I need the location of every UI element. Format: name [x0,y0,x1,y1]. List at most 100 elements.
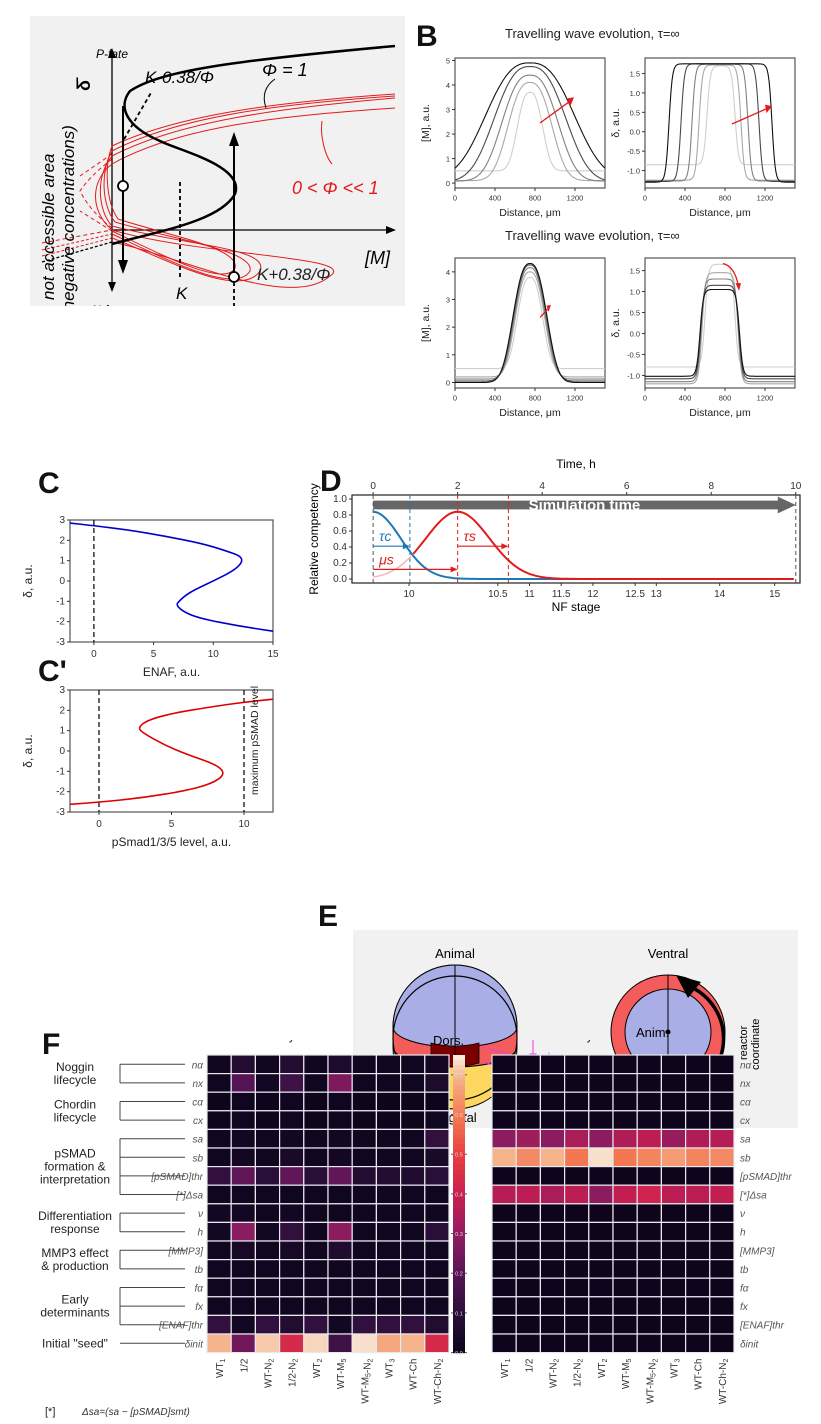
group-label: Noggin [56,1060,94,1074]
interval-label: τc [379,528,391,544]
heatmap-cell [375,1240,402,1261]
panel-b-title-top: Travelling wave evolution, τ=∞ [505,26,680,41]
y-tick-label: 0.0 [333,574,347,585]
heatmap-cell [206,1314,232,1335]
heatmap-cell [515,1165,542,1186]
heatmap-cell [327,1147,353,1168]
phi-small-label: 0 < Φ << 1 [292,178,379,198]
simulation-time-banner [373,496,796,514]
heatmap-cell [424,1203,450,1224]
group-label: determinants [40,1306,109,1320]
heatmap-cell [588,1054,614,1075]
heatmap-cell [491,1203,517,1224]
heatmap-cell [351,1165,378,1186]
row-label-right: fα [740,1284,749,1295]
row-label-right: nα [740,1060,752,1071]
panel-c-prime-letter: C' [38,655,67,688]
y-tick-label: -1 [56,766,65,777]
row-label-right: δinit [740,1339,760,1350]
heatmap-cell [230,1203,256,1224]
nf-tick-label: 14 [714,589,726,600]
column-label: 1/2 [239,1358,250,1372]
heatmap-cell [230,1296,256,1316]
colorbar-tick-label: 0.1 [455,1311,463,1317]
column-label: 1/2-N2 [573,1359,585,1387]
heatmap-cell [491,1184,517,1205]
heatmap-cell [539,1296,566,1316]
heatmap-cell [515,1277,542,1298]
heatmap-cell [539,1203,566,1224]
wave-line-t2 [455,81,605,182]
heatmap-cell [303,1072,329,1093]
heatmap-cell [660,1091,687,1112]
colorbar-segment [453,1317,465,1324]
colorbar-segment [453,1303,465,1309]
colorbar-segment [453,1074,465,1081]
colorbar-segment [453,1149,465,1155]
heatmap-cell [424,1072,450,1093]
x-tick-label: 10 [208,649,220,660]
heatmap-cell [660,1128,687,1149]
heatmap-cell [351,1203,378,1224]
colorbar-tick-label: 0.6 [455,1113,463,1119]
colorbar-segment [453,1055,465,1061]
heatmap-cell [491,1296,517,1316]
colorbar-segment [453,1129,465,1135]
nf-tick-label: 10.5 [488,589,508,600]
colorbar-segment [453,1278,465,1284]
colorbar-segment [453,1228,465,1235]
heatmap-cell [709,1296,735,1316]
y-tick-label: 0 [446,179,450,188]
animal-label: Animal [435,946,475,961]
heatmap-cell [351,1110,378,1131]
y-axis-label: [M], a.u. [420,304,432,342]
y-tick-label: 1.0 [333,494,347,505]
heatmap-cell [351,1314,378,1335]
wave-line-t5 [455,262,605,384]
colorbar-segment [453,1307,465,1314]
heatmap-cell [375,1091,402,1112]
colorbar-tick-label: 0.4 [455,1192,463,1198]
heatmap-cell [709,1184,735,1205]
heatmap-cell [612,1147,638,1168]
colorbar-segment [453,1174,465,1180]
heatmap-cell [400,1221,426,1242]
rotation-arrowhead-icon [676,975,701,998]
group-label: formation & [44,1160,105,1174]
heatmap-cell [709,1314,735,1335]
heatmap-cell [636,1091,663,1112]
heatmap-cell [515,1333,542,1354]
heatmap-cell [660,1072,687,1093]
heatmap-cell [612,1184,638,1205]
row-label-left: nx [192,1079,204,1090]
heatmap-cell [709,1165,735,1186]
y-tick-label: -1 [56,596,65,607]
footnote-mark: [*] [45,1406,55,1418]
heatmap-cell [327,1259,353,1279]
spread-arrow [539,99,573,124]
heatmap-cell [424,1184,450,1205]
row-label-left: h [197,1228,203,1239]
row-label-left: [*]Δsa [175,1191,203,1202]
heatmap-cell [351,1054,378,1075]
heatmap-cell [660,1296,687,1316]
heatmap-cell [400,1072,426,1093]
heatmap-cell [660,1240,687,1261]
colorbar-segment [453,1337,465,1344]
colorbar-segment [453,1144,465,1150]
heatmap-cell [563,1259,590,1279]
shrink-arrowhead-icon [735,283,741,291]
colorbar-segment [453,1233,465,1240]
heatmap-cell [279,1128,305,1149]
group-label: Chordin [54,1097,96,1111]
panel-b-title-bottom: Travelling wave evolution, τ=∞ [505,228,680,243]
row-label-right: [pSMAD]thr [739,1172,792,1183]
top-tick-label: 6 [624,481,630,492]
y-tick-label: -3 [56,637,65,648]
row-label-right: h [740,1228,746,1239]
heatmap-cell [375,1147,402,1168]
heatmap-cell [230,1128,256,1149]
spread-arrowhead-icon [567,97,574,108]
column-label: WT-M5 [336,1359,348,1390]
heatmap-cell [327,1128,353,1149]
